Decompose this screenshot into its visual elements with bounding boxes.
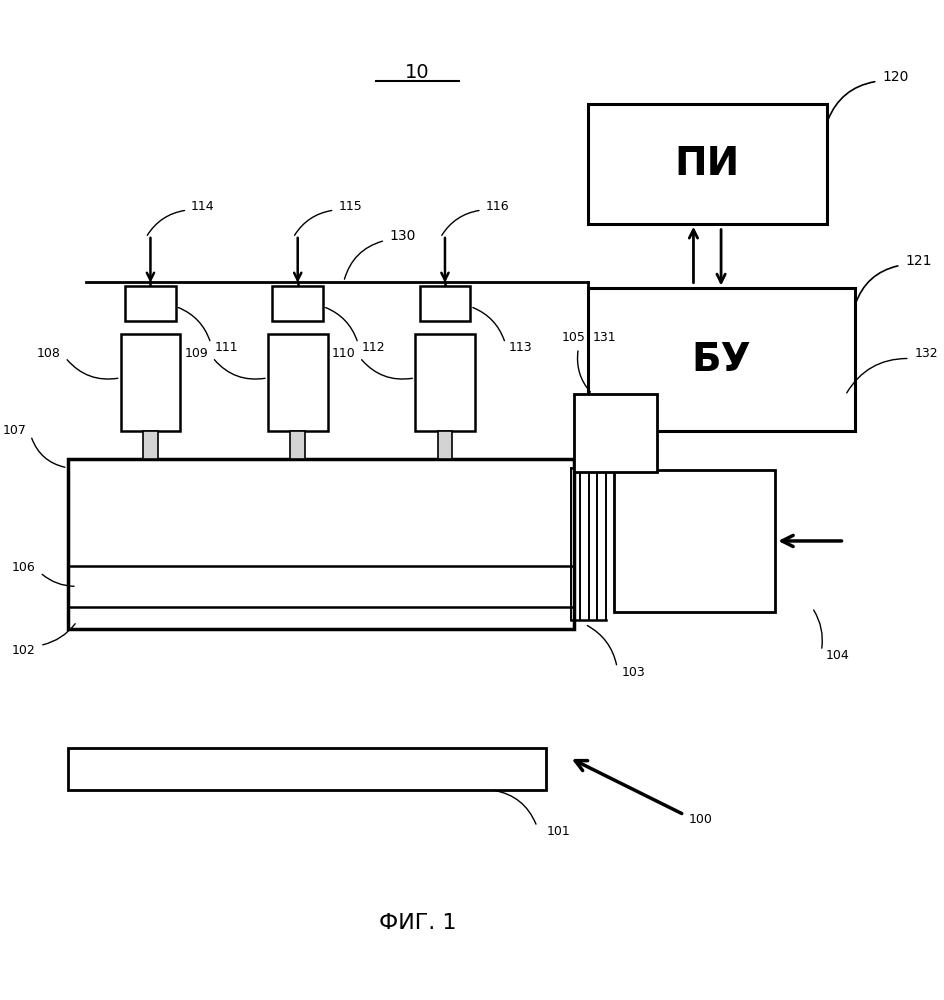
Text: 106: 106 — [11, 561, 35, 574]
Text: 120: 120 — [881, 70, 907, 84]
Text: 112: 112 — [362, 341, 385, 354]
Text: 113: 113 — [509, 341, 532, 354]
Bar — [143, 431, 158, 459]
Text: 103: 103 — [621, 666, 645, 679]
Text: 116: 116 — [485, 200, 509, 213]
Text: 107: 107 — [2, 424, 26, 437]
Bar — [414, 334, 475, 431]
Text: 109: 109 — [184, 347, 208, 360]
Text: 10: 10 — [405, 63, 430, 82]
Bar — [573, 394, 656, 472]
Text: 115: 115 — [338, 200, 362, 213]
Bar — [587, 104, 826, 224]
Text: 104: 104 — [825, 649, 849, 662]
Text: 100: 100 — [688, 813, 712, 826]
Bar — [272, 286, 323, 321]
Bar — [125, 286, 176, 321]
Text: 131: 131 — [592, 331, 615, 344]
Text: ПИ: ПИ — [674, 145, 739, 183]
Text: 110: 110 — [331, 347, 355, 360]
Bar — [290, 431, 305, 459]
Bar — [419, 286, 470, 321]
Text: 108: 108 — [37, 347, 60, 360]
Bar — [587, 288, 853, 431]
Text: 132: 132 — [914, 347, 937, 360]
Text: БУ: БУ — [690, 341, 750, 379]
Bar — [267, 334, 328, 431]
Bar — [614, 470, 775, 612]
Text: 102: 102 — [11, 644, 35, 657]
Text: 130: 130 — [389, 229, 415, 243]
Text: 101: 101 — [546, 825, 569, 838]
Text: 105: 105 — [562, 331, 585, 344]
Text: 111: 111 — [214, 341, 238, 354]
Bar — [437, 431, 452, 459]
Text: 121: 121 — [904, 254, 931, 268]
Bar — [121, 334, 180, 431]
Text: 114: 114 — [191, 200, 214, 213]
Bar — [68, 748, 546, 790]
Bar — [68, 459, 573, 629]
Text: ФИГ. 1: ФИГ. 1 — [379, 913, 456, 933]
